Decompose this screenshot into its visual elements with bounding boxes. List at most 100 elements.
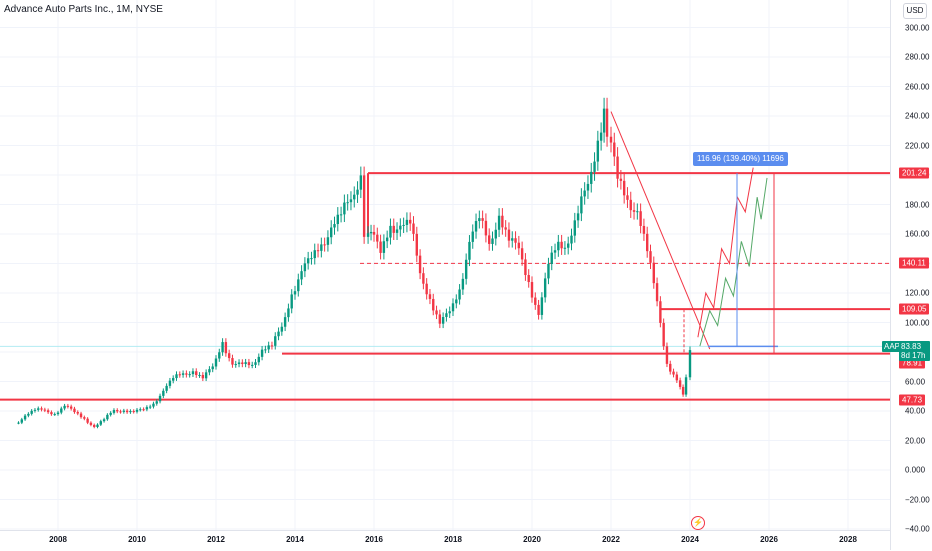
candle-body — [441, 317, 445, 324]
price-tick: 120.00 — [905, 288, 930, 298]
candle-body — [586, 183, 590, 191]
candle-body — [517, 242, 521, 249]
candle-body — [257, 356, 260, 363]
price-tick: 160.00 — [905, 229, 930, 239]
level-tag: 140.11 — [899, 257, 929, 269]
candle-body — [639, 211, 642, 226]
candle-body — [287, 308, 290, 318]
candle-body — [590, 171, 593, 184]
currency-button[interactable]: USD — [903, 3, 927, 19]
candle-body — [609, 136, 613, 143]
candle-body — [224, 342, 228, 354]
candle-body — [438, 314, 442, 324]
candle-body — [86, 418, 89, 423]
candle-body — [563, 247, 567, 249]
candle-body — [484, 220, 488, 236]
candle-body — [69, 406, 73, 409]
candle-body — [109, 412, 112, 415]
candle-body — [642, 225, 646, 234]
chart-pane[interactable]: Advance Auto Parts Inc., 1M, NYSE 116.96… — [0, 0, 890, 530]
trendline — [610, 111, 711, 350]
time-tick: 2026 — [760, 535, 778, 544]
candle-body — [520, 248, 524, 260]
candle-body — [445, 313, 448, 318]
time-tick: 2016 — [365, 535, 383, 544]
candle-body — [112, 410, 116, 413]
time-tick: 2008 — [49, 535, 67, 544]
candle-body — [346, 202, 349, 204]
candle-body — [195, 371, 198, 376]
time-tick: 2024 — [681, 535, 699, 544]
candle-body — [297, 279, 300, 292]
level-tag: 109.05 — [899, 303, 930, 315]
candle-body — [376, 234, 379, 242]
candle-body — [326, 237, 330, 245]
candle-body — [277, 331, 280, 337]
price-tick: 260.00 — [905, 82, 930, 91]
candle-body — [576, 213, 580, 221]
time-tick: 2022 — [602, 535, 620, 544]
candle-body — [471, 231, 474, 242]
candle-body — [303, 263, 307, 272]
candle-body — [162, 390, 165, 396]
candle-body — [290, 294, 293, 309]
candle-body — [379, 241, 382, 253]
candle-body — [632, 210, 636, 212]
symbol-title[interactable]: Advance Auto Parts Inc., 1M, NYSE — [4, 4, 163, 15]
candle-body — [662, 322, 665, 347]
candle-body — [405, 219, 409, 225]
candle-body — [201, 374, 205, 379]
candle-body — [464, 259, 468, 279]
candle-body — [125, 410, 129, 413]
candle-body — [626, 195, 629, 200]
candle-body — [343, 202, 346, 215]
candle-body — [362, 175, 366, 237]
candle-body — [106, 414, 109, 420]
candle-body — [497, 215, 501, 230]
candle-body — [241, 362, 244, 365]
price-tick: 40.00 — [905, 406, 926, 416]
chart-canvas[interactable] — [0, 0, 890, 530]
price-tick: 0.000 — [905, 465, 926, 475]
projection-path-red — [697, 167, 754, 338]
candle-body — [530, 282, 534, 298]
projection-paths[interactable] — [683, 167, 768, 354]
price-scale[interactable] — [890, 0, 932, 550]
time-tick: 2020 — [523, 535, 541, 544]
measure-tool[interactable] — [708, 173, 778, 354]
candle-body — [270, 345, 274, 347]
candle-body — [372, 231, 376, 235]
flash-icon[interactable]: ⚡ — [691, 516, 705, 530]
time-scale[interactable] — [0, 530, 890, 551]
candle-body — [234, 364, 237, 366]
candle-body — [119, 411, 122, 413]
candle-body — [389, 225, 392, 238]
candle-body — [669, 363, 672, 372]
candle-body — [622, 180, 626, 196]
candle-body — [330, 227, 333, 238]
candle-body — [665, 346, 669, 364]
candle-body — [33, 409, 37, 411]
candle-body — [399, 225, 402, 230]
candle-body — [208, 369, 211, 373]
candle-body — [602, 108, 606, 133]
price-tick: 220.00 — [905, 141, 930, 150]
price-tick: −40.00 — [905, 524, 930, 534]
candle-body — [336, 214, 339, 225]
candle-body — [353, 194, 356, 200]
candle-body — [652, 262, 655, 284]
candle-body — [684, 377, 688, 395]
candle-body — [50, 412, 53, 415]
price-tick: 180.00 — [905, 200, 930, 209]
support-resistance-lines[interactable] — [0, 111, 890, 401]
candle-body — [491, 238, 494, 244]
candle-body — [501, 215, 504, 228]
candle-body — [168, 380, 172, 386]
candle-body — [165, 385, 168, 391]
candle-body — [580, 196, 583, 214]
candle-body — [316, 250, 320, 252]
candle-body — [313, 250, 316, 259]
price-tick: 240.00 — [905, 111, 930, 121]
candle-body — [23, 415, 27, 420]
candle-body — [422, 273, 425, 284]
